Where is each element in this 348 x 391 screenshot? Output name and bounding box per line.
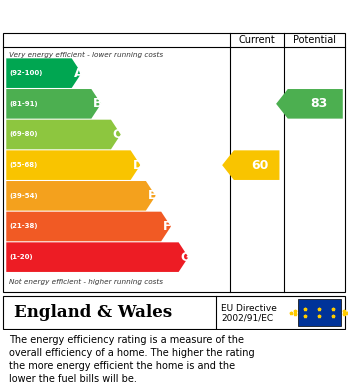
Text: England & Wales: England & Wales bbox=[14, 304, 172, 321]
Polygon shape bbox=[6, 181, 156, 211]
Text: (92-100): (92-100) bbox=[10, 70, 43, 76]
Polygon shape bbox=[6, 151, 140, 180]
Text: Not energy efficient - higher running costs: Not energy efficient - higher running co… bbox=[9, 279, 163, 285]
Text: F: F bbox=[163, 220, 172, 233]
Polygon shape bbox=[6, 242, 188, 272]
Text: (81-91): (81-91) bbox=[10, 101, 38, 107]
Polygon shape bbox=[6, 58, 81, 88]
Text: B: B bbox=[93, 97, 103, 110]
Text: Very energy efficient - lower running costs: Very energy efficient - lower running co… bbox=[9, 52, 163, 58]
Text: A: A bbox=[73, 66, 83, 80]
Polygon shape bbox=[6, 120, 121, 149]
Text: 60: 60 bbox=[252, 159, 269, 172]
Text: The energy efficiency rating is a measure of the
overall efficiency of a home. T: The energy efficiency rating is a measur… bbox=[9, 335, 254, 384]
Text: EU Directive: EU Directive bbox=[221, 304, 277, 313]
Text: (69-80): (69-80) bbox=[10, 131, 38, 138]
Text: Current: Current bbox=[238, 35, 275, 45]
Text: 2002/91/EC: 2002/91/EC bbox=[221, 313, 273, 322]
Text: G: G bbox=[180, 251, 191, 264]
Text: 83: 83 bbox=[310, 97, 327, 110]
Polygon shape bbox=[222, 151, 279, 180]
Polygon shape bbox=[276, 89, 343, 118]
Text: (1-20): (1-20) bbox=[10, 254, 33, 260]
Text: (21-38): (21-38) bbox=[10, 224, 38, 230]
Text: Potential: Potential bbox=[293, 35, 335, 45]
Text: Energy Efficiency Rating: Energy Efficiency Rating bbox=[69, 7, 279, 23]
Text: C: C bbox=[113, 128, 122, 141]
Text: D: D bbox=[132, 159, 143, 172]
Text: (55-68): (55-68) bbox=[10, 162, 38, 168]
Polygon shape bbox=[6, 212, 171, 241]
Text: (39-54): (39-54) bbox=[10, 193, 38, 199]
Bar bbox=[298, 299, 341, 326]
Polygon shape bbox=[6, 89, 101, 118]
Text: E: E bbox=[148, 189, 156, 202]
